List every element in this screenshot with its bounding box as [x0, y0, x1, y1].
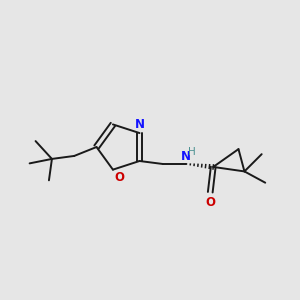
- Text: O: O: [114, 171, 124, 184]
- Text: N: N: [181, 150, 191, 163]
- Text: O: O: [205, 196, 215, 209]
- Text: H: H: [188, 147, 196, 158]
- Text: N: N: [134, 118, 145, 131]
